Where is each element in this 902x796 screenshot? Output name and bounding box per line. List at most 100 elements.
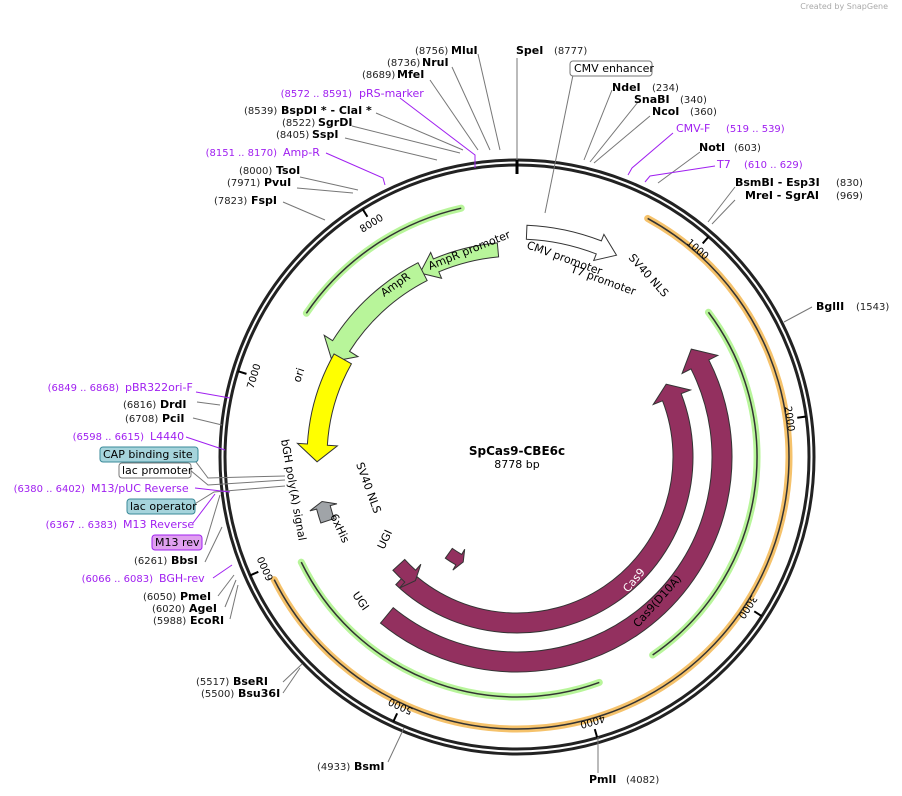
cmv-promoter-arrow [525,224,618,262]
label-ugi-2: UGI [350,589,372,613]
primer-l4440[interactable]: L4440 [150,430,184,443]
leader-lines [189,53,813,773]
tick-mark [753,610,763,618]
label-6xhis: 6xHis [327,512,352,545]
primer-m13-reverse[interactable]: M13 Reverse [123,518,194,531]
enzyme-pvui[interactable]: PvuI [264,176,291,189]
enzyme-bspdi-clai[interactable]: BspDI * - ClaI * [281,104,372,117]
feature-labels: CMV promoter T7 promoter SV40 NLS AmpR A… [278,228,684,630]
tick-mark [392,712,399,722]
primer-pos: (6066 .. 6083) [82,574,154,585]
enzyme-pos: (6020) [152,604,185,615]
enzyme-noti[interactable]: NotI [699,141,725,154]
boxed-feature-labels: CMV enhancer CAP binding site lac promot… [99,60,654,551]
enzyme-bglii[interactable]: BglII [816,300,844,313]
plasmid-length: 8778 bp [494,458,539,471]
primer-bgh-rev[interactable]: BGH-rev [159,572,205,585]
enzyme-bbsi[interactable]: BbsI [171,554,198,567]
primer-pos: (8572 .. 8591) [281,89,353,100]
enzyme-pos: (5500) [201,689,234,700]
primer-amp-r[interactable]: Amp-R [283,146,320,159]
enzyme-pos: (8777) [554,46,587,57]
primer-pbr322ori-f[interactable]: pBR322ori-F [125,381,193,394]
enzyme-tsoi[interactable]: TsoI [276,164,300,177]
primer-t7[interactable]: T7 [716,158,731,171]
cas9-d10a-arrow [379,348,733,673]
tick-mark [797,415,807,419]
enzyme-pcii[interactable]: PciI [162,412,184,425]
enzyme-sgrdi[interactable]: SgrDI [318,116,352,129]
ampr-arrow [323,262,428,363]
feature-lac-operator[interactable]: lac operator [130,500,197,513]
enzyme-pmli[interactable]: PmlI [589,773,616,786]
enzyme-bsmbi-esp3i[interactable]: BsmBI - Esp3I [735,176,820,189]
tick-label: 5000 [387,695,415,716]
ugi-arrow-2 [392,558,422,589]
tick-mark [701,236,710,245]
enzyme-ncoi[interactable]: NcoI [652,105,679,118]
enzyme-mrei-sgrai[interactable]: MreI - SgrAI [745,189,819,202]
enzyme-pos: (8539) [244,106,277,117]
enzyme-pos: (1543) [856,302,889,313]
enzyme-spei[interactable]: SpeI [516,44,543,57]
feature-box [126,498,196,515]
enzyme-ecori[interactable]: EcoRI [190,614,224,627]
enzyme-bseri[interactable]: BseRI [233,675,268,688]
enzyme-pos: (340) [680,95,707,106]
enzyme-pos: (360) [690,107,717,118]
feature-box [569,60,653,77]
enzyme-pos: (5988) [153,616,186,627]
enzyme-mfei[interactable]: MfeI [397,68,424,81]
enzyme-mlui[interactable]: MluI [451,44,478,57]
primer-pos: (6380 .. 6402) [14,484,86,495]
enzyme-pos: (4082) [626,775,659,786]
enzyme-pos: (8405) [276,130,309,141]
tick-label: 2000 [782,406,796,433]
enzyme-pos: (6708) [125,414,158,425]
tick-mark [593,728,599,739]
enzyme-pos: (7971) [227,178,260,189]
enzyme-drdi[interactable]: DrdI [160,398,187,411]
enzyme-pos: (8736) [387,58,420,69]
enzyme-agei[interactable]: AgeI [189,602,217,615]
enzyme-pos: (7823) [214,196,247,207]
enzyme-nrui[interactable]: NruI [422,56,449,69]
plasmid-name: SpCas9-CBE6c [469,444,565,458]
feature-lac-promoter[interactable]: lac promoter [122,464,193,477]
primer-prs-marker[interactable]: pRS-marker [359,87,424,100]
green-region-3-line [305,207,462,314]
enzyme-ndei[interactable]: NdeI [612,81,641,94]
primer-cmv-f[interactable]: CMV-F [676,122,710,135]
tick-label: 1000 [684,237,710,262]
orange-region-line [273,217,790,730]
enzyme-fspi[interactable]: FspI [251,194,277,207]
label-ugi-1: UGI [375,528,395,551]
enzyme-bsmi[interactable]: BsmI [354,760,385,773]
feature-arcs [270,204,793,733]
primer-leader-lines [185,97,716,579]
enzyme-bsu36i[interactable]: Bsu36I [238,687,280,700]
enzyme-labels-right: SpeI (8777) NdeI (234) SnaBI (340) NcoI (360… [123,44,889,786]
tick-label: 3000 [736,593,759,620]
primer-m13-puc-reverse[interactable]: M13/pUC Reverse [91,482,189,495]
enzyme-pos: (969) [836,191,863,202]
primer-m13-rev-box[interactable]: M13 rev [155,536,200,549]
feature-box [151,534,203,551]
feature-cmv-enhancer[interactable]: CMV enhancer [574,62,654,75]
label-ori: ori [290,366,307,384]
enzyme-pos: (8000) [239,166,272,177]
feature-box [118,462,192,479]
tick-label: 8000 [358,213,385,236]
tick-label: 7000 [246,363,264,391]
enzyme-pos: (8756) [415,46,448,57]
tick-mark [361,208,369,218]
enzyme-snabi[interactable]: SnaBI [634,93,670,106]
label-ampr-promoter: AmpR promoter [426,228,512,273]
cas9-arrow [395,383,694,634]
enzyme-pmei[interactable]: PmeI [180,590,211,603]
feature-cap-binding-site[interactable]: CAP binding site [103,448,193,461]
enzyme-pos: (234) [652,83,679,94]
label-sv40-nls: SV40 NLS [353,461,383,516]
enzyme-sspi[interactable]: SspI [312,128,338,141]
